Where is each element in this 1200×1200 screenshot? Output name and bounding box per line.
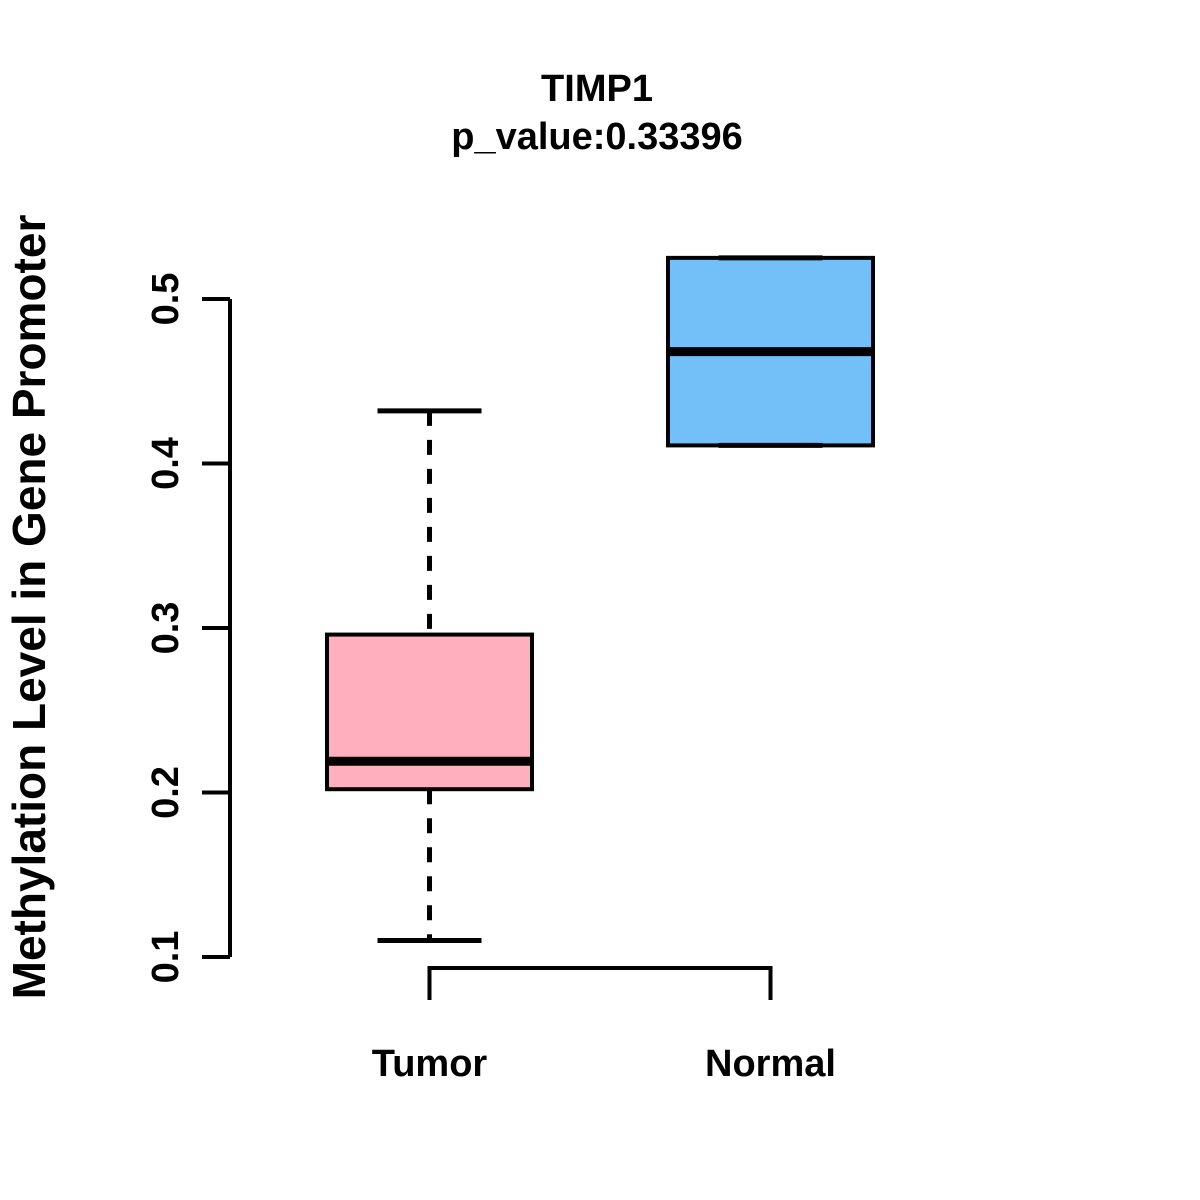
y-axis: 0.1 0.2 0.3 0.4 0.5 [145, 273, 232, 984]
box-group-normal: Normal [666, 255, 875, 1085]
chart-pvalue-subtitle: p_value:0.33396 [451, 116, 743, 158]
x-axis [427, 966, 773, 1000]
box-groups: Tumor Normal [325, 255, 875, 1085]
y-axis-tick-label: 0.5 [145, 273, 187, 326]
y-axis-tick-label: 0.1 [145, 931, 187, 984]
x-category-label: Tumor [372, 1043, 488, 1085]
x-category-label: Normal [705, 1043, 836, 1085]
chart-title: TIMP1 [541, 68, 653, 110]
y-axis-tick-label: 0.3 [145, 602, 187, 655]
y-axis-tick-label: 0.2 [145, 766, 187, 819]
y-axis-title: Methylation Level in Gene Promoter [3, 215, 55, 1000]
box-group-tumor: Tumor [325, 408, 534, 1085]
box-rect [325, 632, 534, 792]
y-axis-tick-label: 0.4 [145, 437, 187, 490]
x-axis-line [427, 966, 773, 1000]
